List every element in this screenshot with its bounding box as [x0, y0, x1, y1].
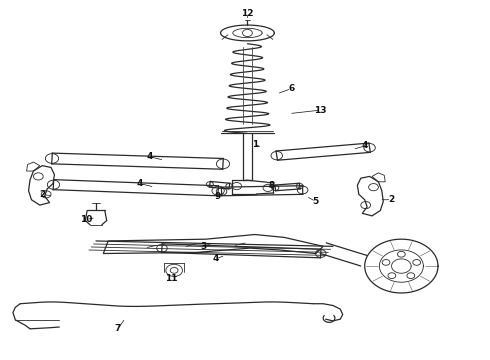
Text: 6: 6 — [288, 84, 294, 93]
Text: 10: 10 — [80, 215, 93, 224]
Text: 13: 13 — [315, 105, 327, 114]
Text: 3: 3 — [200, 242, 207, 251]
Text: 9: 9 — [215, 192, 221, 201]
Text: 4: 4 — [137, 179, 143, 188]
Text: 4: 4 — [213, 255, 219, 264]
Text: 4: 4 — [147, 152, 153, 161]
Text: 2: 2 — [389, 195, 395, 204]
Text: 8: 8 — [269, 181, 275, 190]
Text: 5: 5 — [313, 197, 319, 206]
Text: 7: 7 — [115, 324, 121, 333]
Text: 12: 12 — [241, 9, 254, 18]
Text: 1: 1 — [252, 140, 258, 149]
Text: 2: 2 — [39, 190, 46, 199]
Text: 4: 4 — [362, 141, 368, 150]
Text: 11: 11 — [166, 274, 178, 283]
